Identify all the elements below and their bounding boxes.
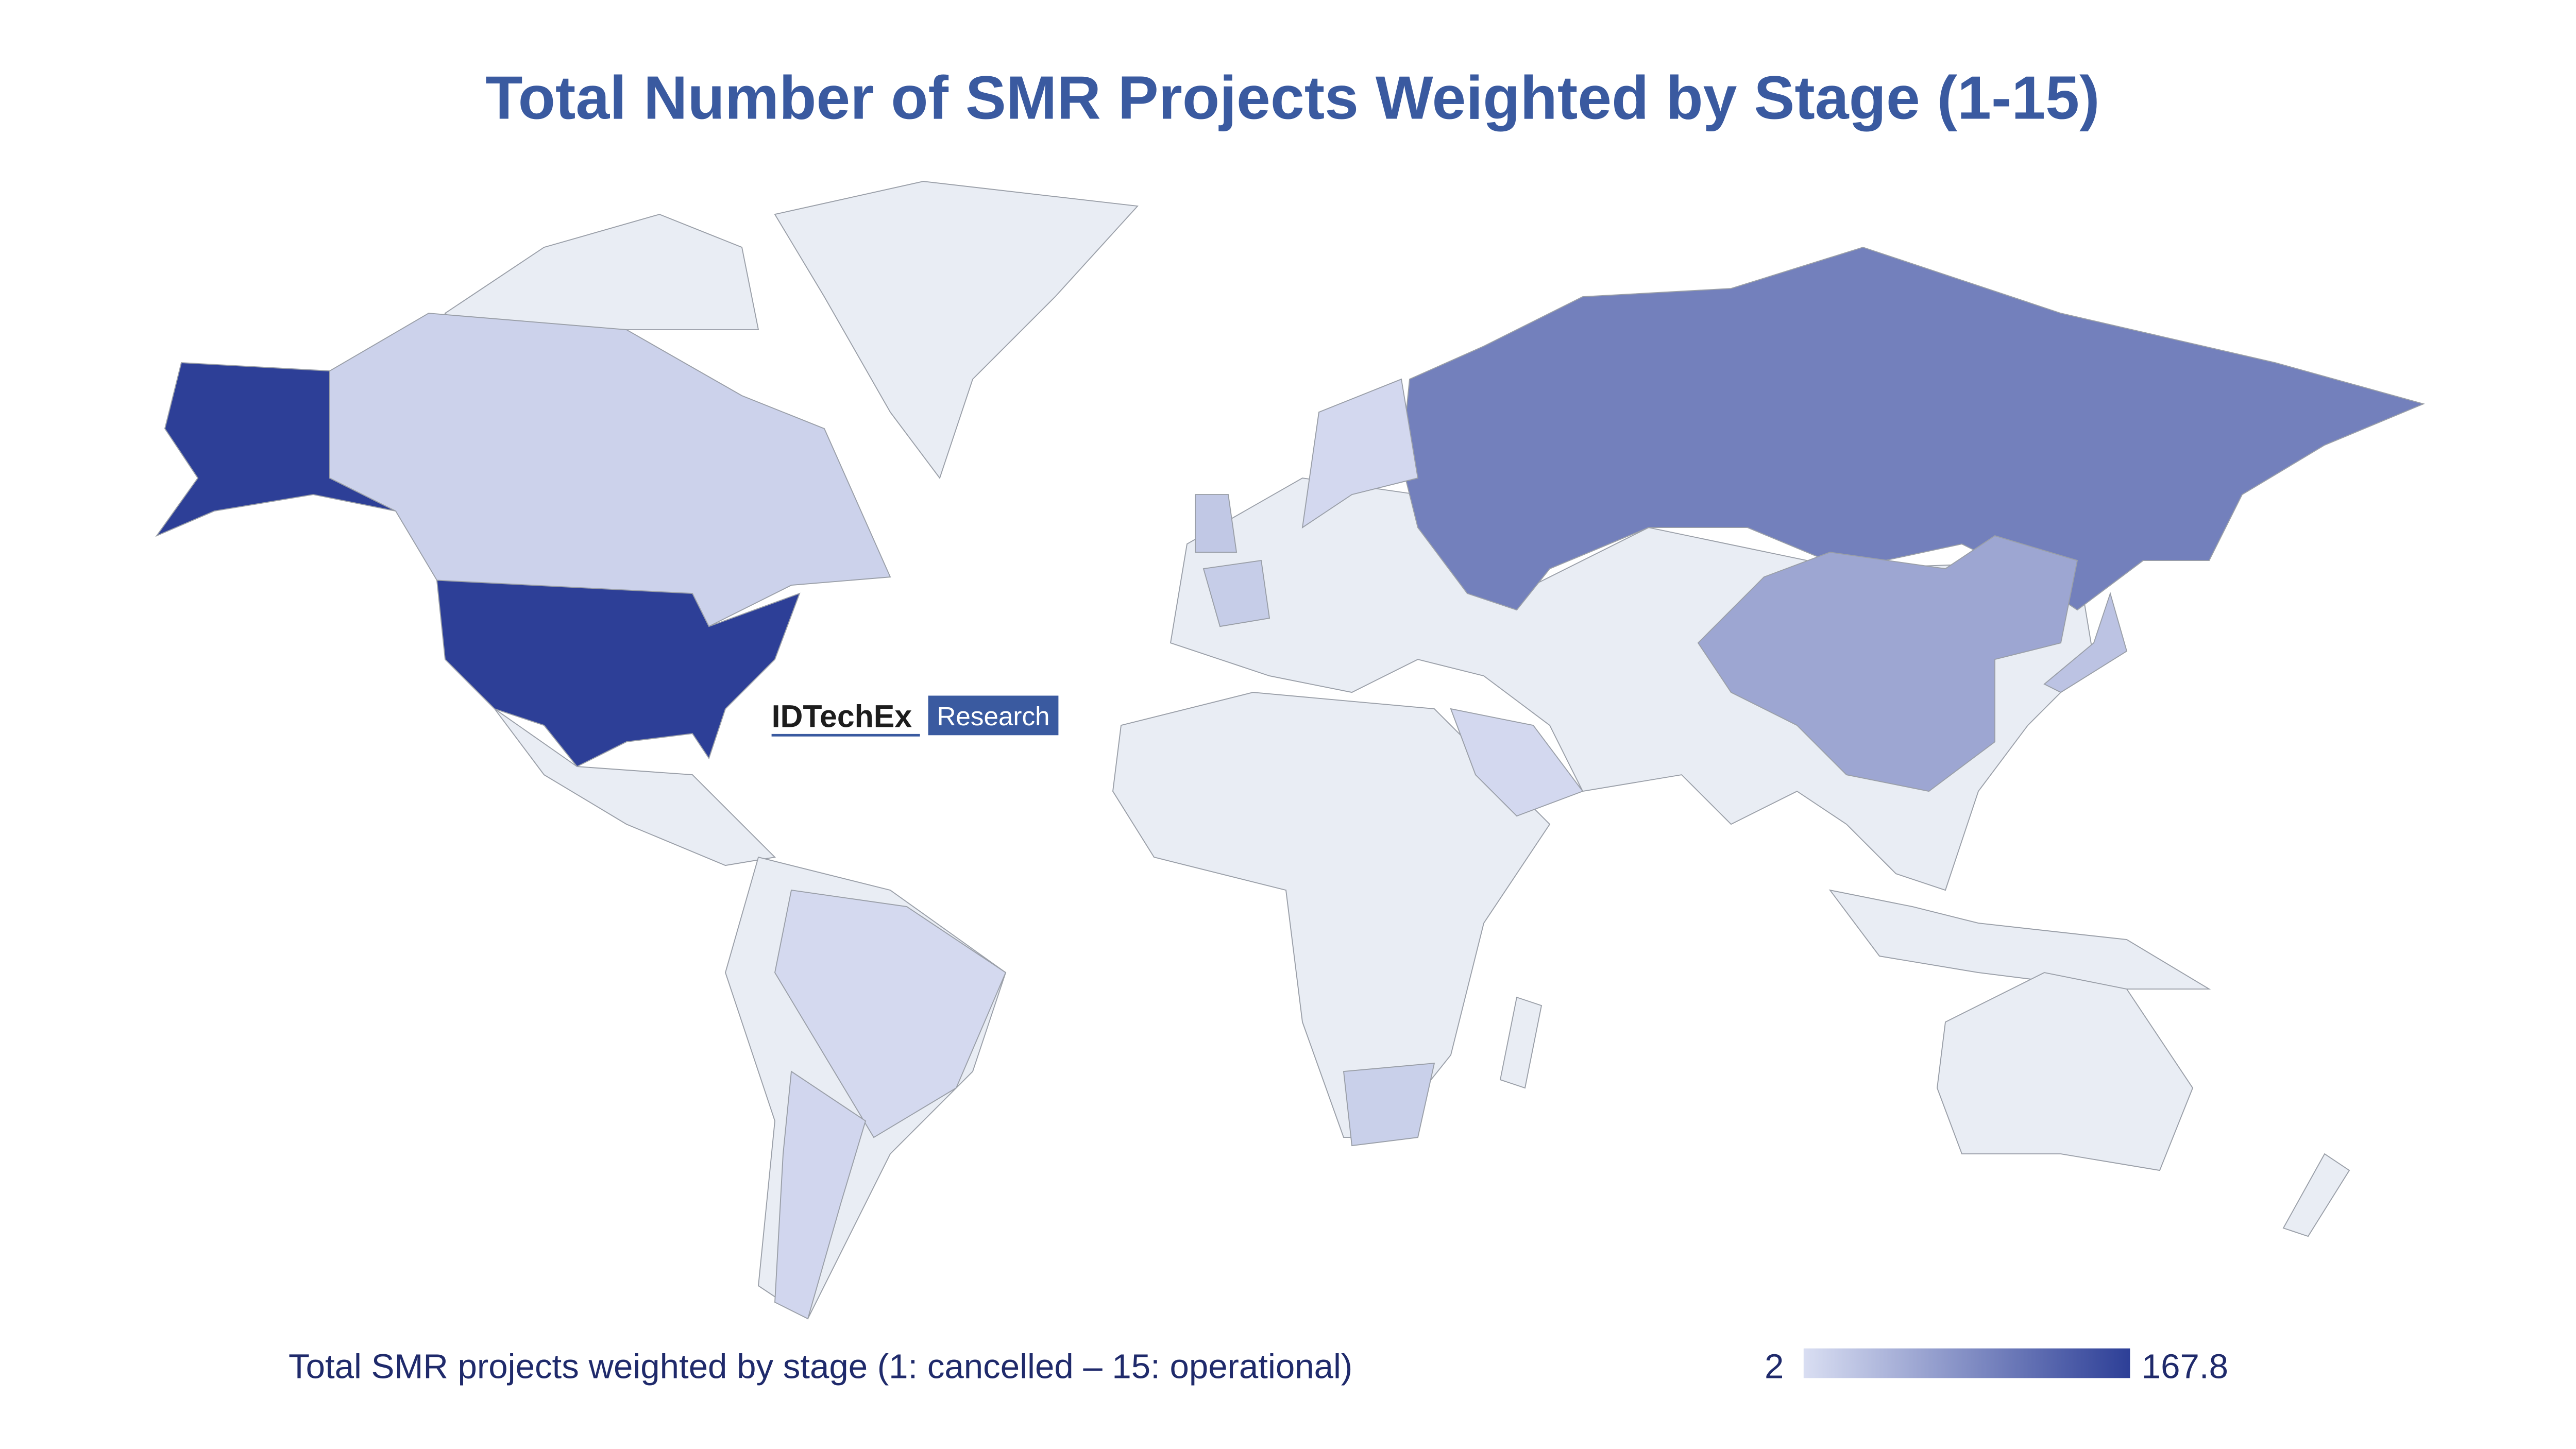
region — [1195, 494, 1238, 553]
southeast-asia — [1828, 889, 2211, 990]
new-zealand — [2282, 1153, 2350, 1237]
region — [1401, 247, 2425, 611]
logo-tag: Research — [937, 702, 1049, 731]
region — [1202, 560, 1270, 627]
region — [1697, 535, 2078, 792]
colorbar-max: 167.8 — [2142, 1347, 2228, 1386]
regions — [155, 247, 2425, 1320]
logo-text: IDTechEx — [772, 698, 912, 734]
colorbar-label: Total SMR projects weighted by stage (1:… — [289, 1347, 1352, 1386]
logo-tag-box — [928, 695, 1059, 736]
region — [2043, 591, 2128, 693]
chart-title: Total Number of SMR Projects Weighted by… — [485, 64, 2099, 132]
central-america — [494, 708, 776, 866]
region — [329, 313, 891, 627]
greenland — [774, 181, 1139, 480]
region — [1343, 1063, 1435, 1147]
australia — [1937, 972, 2194, 1171]
colorbar-min: 2 — [1765, 1347, 1784, 1386]
region — [774, 890, 1007, 1138]
region — [774, 1070, 867, 1320]
region — [1301, 378, 1419, 529]
madagascar — [1499, 996, 1543, 1089]
colorbar — [1803, 1348, 2130, 1378]
region — [1450, 708, 1584, 817]
